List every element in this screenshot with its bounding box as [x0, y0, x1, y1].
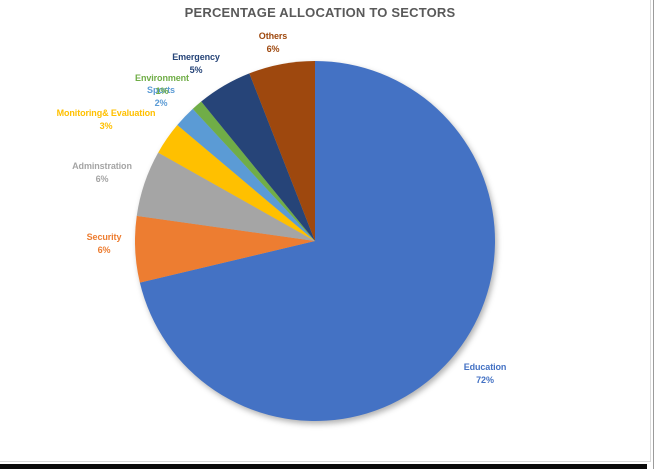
- pie-slice-adminstration[interactable]: [136, 152, 315, 241]
- pie-slice-education[interactable]: [139, 61, 496, 421]
- pie-slice-others[interactable]: [249, 61, 315, 241]
- pie-slice-sports[interactable]: [177, 108, 315, 242]
- pie-slice-security[interactable]: [135, 215, 315, 283]
- chart-frame-right-border: [650, 0, 651, 461]
- pie-slice-environment[interactable]: [192, 101, 315, 241]
- pie-slices-group: [135, 61, 496, 421]
- pie-slice-emergency[interactable]: [201, 73, 315, 241]
- chart-title: PERCENTAGE ALLOCATION TO SECTORS: [184, 5, 456, 20]
- pie-slice-monitoring-evaluation[interactable]: [158, 125, 315, 241]
- chart-frame-bottom-border: [0, 461, 651, 462]
- window-bottom-bar: [0, 464, 647, 469]
